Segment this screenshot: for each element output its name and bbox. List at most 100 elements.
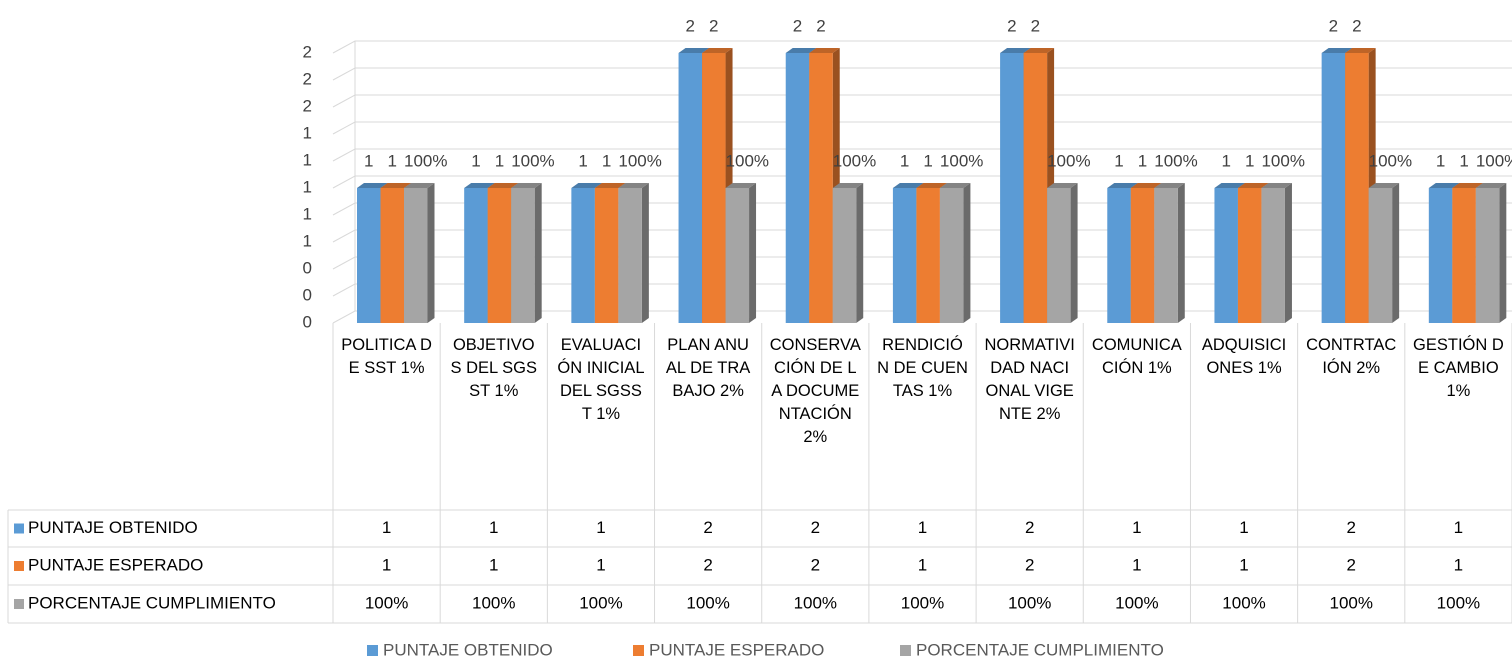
bar (1321, 53, 1346, 323)
data-label: 1 (578, 151, 587, 170)
legend-label: PORCENTAJE CUMPLIMIENTO (916, 640, 1164, 659)
x-tick-label: CONSERVACIÓN DE LA DOCUMENTACIÓN 2% (769, 336, 861, 446)
bar (702, 53, 726, 323)
x-tick-label: GESTIÓN DE CAMBIO 1% (1413, 336, 1504, 400)
table-cell: 100% (365, 593, 408, 612)
bar-top (464, 183, 495, 188)
x-tick-label: EVALUACIÓN INICIAL DEL SGSST 1% (557, 336, 645, 423)
y-tick-label: 0 (303, 258, 312, 277)
data-label: 100% (1476, 151, 1512, 170)
bar-top (487, 183, 519, 188)
y-tick-label: 2 (303, 96, 312, 115)
bar-top (594, 183, 626, 188)
data-label: 2 (1329, 16, 1338, 35)
table-cell: 1 (1132, 555, 1141, 574)
bar-side (1070, 183, 1078, 323)
table-row-label: PUNTAJE OBTENIDO (28, 518, 198, 537)
y-tick-label: 2 (303, 42, 312, 61)
data-label: 1 (1114, 151, 1123, 170)
legend-label: PUNTAJE OBTENIDO (383, 640, 553, 659)
bar-top (939, 183, 971, 188)
bar-side (856, 183, 864, 323)
bar-top (832, 183, 864, 188)
bar-top (1000, 48, 1031, 53)
bar-top (618, 183, 649, 188)
category-cell: COMUNICACIÓN 1% (1092, 336, 1182, 377)
bar-top (1452, 183, 1483, 188)
table-cell: 1 (382, 555, 391, 574)
table-cell: 100% (1008, 593, 1051, 612)
table-key (14, 561, 24, 571)
data-label: 100% (618, 151, 661, 170)
category-cell: CONSERVACIÓN DE LA DOCUMENTACIÓN 2% (769, 336, 861, 446)
bar-top (785, 48, 817, 53)
bar (1154, 188, 1178, 323)
y-tick-label: 1 (303, 150, 312, 169)
bar-side (1177, 183, 1185, 323)
bar (357, 188, 381, 323)
bar-top (1261, 183, 1292, 188)
data-label: 1 (1245, 151, 1254, 170)
data-label: 100% (833, 151, 876, 170)
category-cell: CONTRTACIÓN 2% (1306, 336, 1396, 377)
bar (511, 188, 535, 323)
bar (725, 188, 750, 323)
table-cell: 1 (1454, 518, 1463, 537)
data-label: 1 (923, 151, 932, 170)
bar-top (725, 183, 757, 188)
bar-top (1368, 183, 1400, 188)
bar-top (1428, 183, 1460, 188)
table-cell: 100% (1329, 593, 1372, 612)
bar (1023, 53, 1048, 323)
x-tick-label: NORMATIVIDAD NACIONAL VIGENTE 2% (984, 336, 1075, 423)
bar-top (357, 183, 388, 188)
y-tick-label: 2 (303, 69, 312, 88)
x-tick-label: PLAN ANUAL DE TRABAJO 2% (665, 336, 751, 400)
table-cell: 100% (686, 593, 729, 612)
data-label: 100% (1369, 151, 1412, 170)
table-cell: 1 (1239, 518, 1248, 537)
table-cell: 100% (579, 593, 622, 612)
bar-top (892, 183, 924, 188)
bar (916, 188, 940, 323)
table-cell: 1 (1132, 518, 1141, 537)
bar-top (1107, 183, 1138, 188)
bar-top (1237, 183, 1269, 188)
x-tick-label: POLITICA DE SST 1% (341, 336, 432, 377)
bar-top (511, 183, 542, 188)
bar (1047, 188, 1071, 323)
data-label: 100% (1154, 151, 1197, 170)
bar-top (1321, 48, 1353, 53)
bar (1475, 188, 1500, 323)
data-label: 1 (900, 151, 909, 170)
bar-side (1284, 183, 1292, 323)
bar-side (963, 183, 971, 323)
data-label: 2 (709, 16, 718, 35)
x-tick-label: OBJETIVOS DEL SGSST 1% (450, 336, 538, 400)
table-cell: 2 (703, 555, 712, 574)
data-label: 1 (1436, 151, 1445, 170)
table-row-label: PORCENTAJE CUMPLIMIENTO (28, 593, 276, 612)
data-label: 100% (940, 151, 983, 170)
data-label: 100% (726, 151, 769, 170)
category-cell: GESTIÓN DE CAMBIO 1% (1413, 336, 1504, 400)
bar-top (1214, 183, 1245, 188)
table-cell: 2 (1025, 518, 1034, 537)
table-cell: 2 (811, 518, 820, 537)
table-cell: 100% (472, 593, 515, 612)
y-tick-label: 0 (303, 312, 312, 331)
bar-top (404, 183, 435, 188)
data-label: 100% (1047, 151, 1090, 170)
bar (678, 53, 703, 323)
bar (1130, 188, 1155, 323)
x-tick-label: RENDICIÓN DE CUENTAS 1% (877, 336, 968, 400)
data-label: 1 (602, 151, 611, 170)
bar-side (427, 183, 435, 323)
bar (1345, 53, 1369, 323)
bar (1261, 188, 1285, 323)
data-label: 1 (364, 151, 373, 170)
legend-label: PUNTAJE ESPERADO (649, 640, 824, 659)
bar-side (1392, 183, 1400, 323)
bar (487, 188, 512, 323)
